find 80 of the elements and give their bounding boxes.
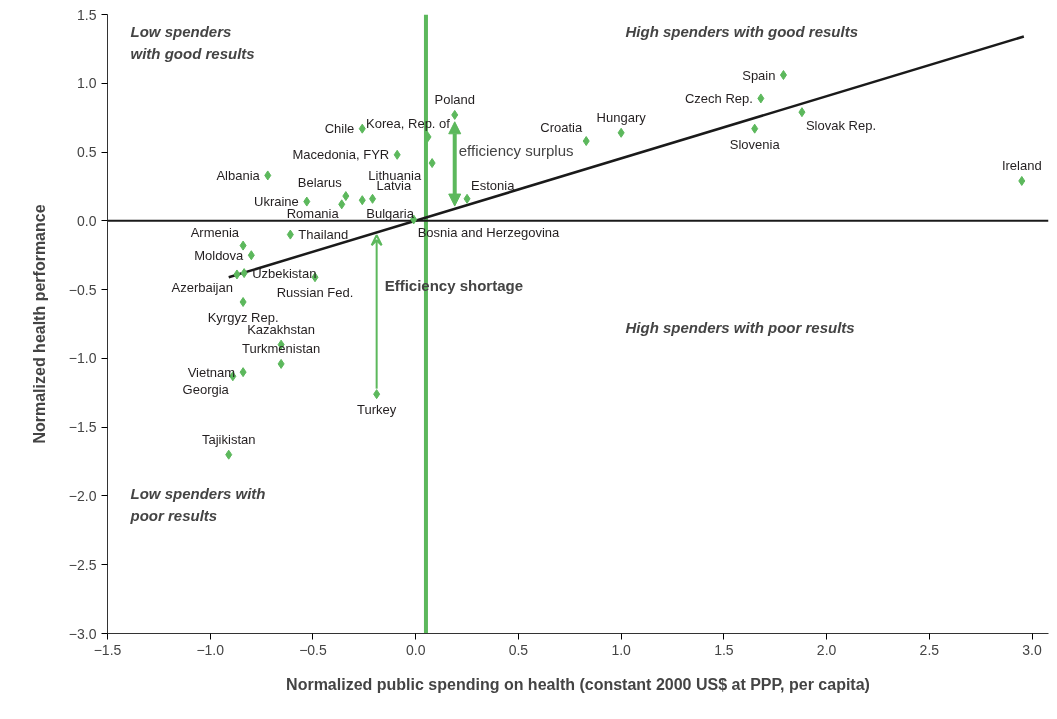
data-label: Belarus <box>297 175 343 191</box>
point <box>582 136 590 147</box>
y-tick-label: −1.0 <box>68 350 97 367</box>
point <box>286 229 294 240</box>
y-tick-label: 1.5 <box>77 6 97 23</box>
x-tick-label: 2.5 <box>919 641 940 658</box>
x-tick-label: 0.5 <box>508 641 529 658</box>
point <box>798 107 806 118</box>
point <box>264 170 272 181</box>
y-tick-label: 1.0 <box>77 75 97 92</box>
data-label: Slovak Rep. <box>805 118 877 134</box>
point <box>225 449 233 460</box>
point <box>393 149 401 160</box>
annotation: Low spenders with good results <box>130 22 255 62</box>
x-tick-label: −0.5 <box>299 641 327 658</box>
data-label: Moldova <box>194 247 245 263</box>
data-label: Tajikistan <box>201 431 256 447</box>
point <box>373 389 381 400</box>
data-label: Uzbekistan <box>252 265 317 281</box>
x-tick-label: 1.0 <box>611 641 632 658</box>
point <box>358 123 366 134</box>
y-tick-label: 0.0 <box>77 212 97 229</box>
data-label: Ireland <box>1001 157 1042 173</box>
y-axis-title: Normalized health performance <box>30 204 48 444</box>
point <box>303 196 311 207</box>
data-label: Estonia <box>471 177 516 193</box>
data-label: Turkey <box>357 402 397 418</box>
data-label: Armenia <box>190 224 240 240</box>
point <box>240 268 248 279</box>
y-tick-label: 0.5 <box>77 144 97 161</box>
point <box>757 93 765 104</box>
data-label: Czech Rep. <box>684 90 753 106</box>
point <box>451 109 459 120</box>
data-label: Bulgaria <box>366 206 415 222</box>
x-axis-title: Normalized public spending on health (constant 2000 US$ at PPP, per capita) <box>286 675 870 693</box>
point <box>277 358 285 369</box>
x-tick-label: −1.0 <box>196 641 225 658</box>
point <box>617 127 625 138</box>
data-label: Croatia <box>540 120 583 136</box>
data-label: Georgia <box>182 382 230 398</box>
point <box>239 240 247 251</box>
point <box>342 191 350 202</box>
point <box>233 269 241 280</box>
point <box>239 296 247 307</box>
point <box>1018 175 1026 186</box>
point <box>338 199 346 210</box>
data-label: Albania <box>216 167 261 183</box>
data-label: Thailand <box>298 227 349 243</box>
data-label: Turkmenistan <box>241 340 321 356</box>
point <box>779 70 787 81</box>
x-tick-label: 2.0 <box>816 641 837 658</box>
annotation: High spenders with poor results <box>625 318 855 336</box>
point <box>428 158 436 169</box>
annotation: Low spenders with poor results <box>129 484 266 524</box>
data-label: Russian Fed. <box>276 285 354 301</box>
data-label: Azerbaijan <box>171 280 233 296</box>
point <box>463 193 471 204</box>
x-tick-label: 1.5 <box>714 641 734 658</box>
y-tick-label: −0.5 <box>68 281 97 298</box>
point <box>369 193 377 204</box>
point <box>239 367 247 378</box>
annotation: High spenders with good results <box>625 22 859 40</box>
data-label: Vietnam <box>187 364 236 380</box>
data-label: Slovenia <box>729 136 781 152</box>
data-label: Hungary <box>596 109 647 125</box>
y-tick-label: −1.5 <box>68 419 97 436</box>
data-label: Macedonia, FYR <box>292 147 390 163</box>
y-tick-label: −2.5 <box>68 556 97 573</box>
data-label: Chile <box>324 121 355 137</box>
point <box>358 195 366 206</box>
x-tick-label: −1.5 <box>93 641 122 658</box>
data-label: Poland <box>434 91 475 107</box>
annotation: efficiency surplus <box>458 142 574 160</box>
y-tick-label: −3.0 <box>68 625 97 642</box>
x-tick-label: 0.0 <box>405 641 426 658</box>
point <box>247 250 255 261</box>
y-tick-label: −2.0 <box>68 487 97 504</box>
x-tick-label: 3.0 <box>1022 641 1043 658</box>
point <box>751 123 759 134</box>
data-label: Spain <box>742 67 776 83</box>
